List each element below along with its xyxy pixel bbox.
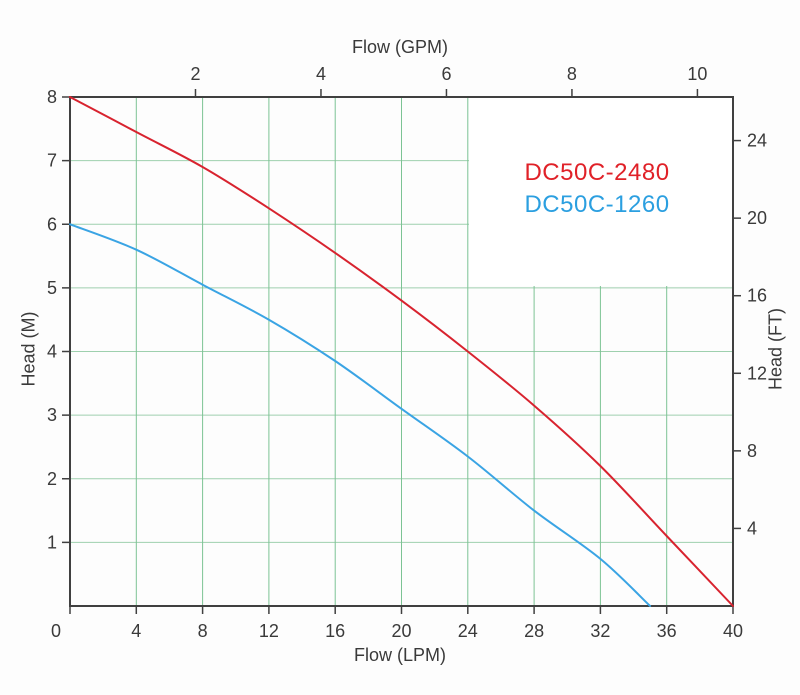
bottom-tick-label: 20: [391, 621, 411, 641]
left-tick-label: 6: [47, 214, 57, 234]
left-tick-label: 5: [47, 278, 57, 298]
right-tick-label: 4: [747, 518, 757, 538]
curve-dc50c-2480: [69, 96, 734, 607]
right-tick-label: 16: [747, 286, 767, 306]
left-tick-label: 2: [47, 469, 57, 489]
top-tick-label: 10: [687, 64, 707, 84]
bottom-tick-label: 24: [458, 621, 478, 641]
top-tick-label: 8: [567, 64, 577, 84]
legend-label-dc50c-2480: DC50C-2480: [524, 159, 670, 186]
plot-border: [69, 96, 734, 607]
bottom-tick-label: 8: [198, 621, 208, 641]
bottom-tick-label: 32: [590, 621, 610, 641]
bottom-tick-label: 4: [131, 621, 141, 641]
top-tick-label: 2: [190, 64, 200, 84]
bottom-tick-label: 36: [657, 621, 677, 641]
left-tick-label: 8: [47, 87, 57, 107]
bottom-tick-label: 40: [723, 621, 743, 641]
right-tick-label: 24: [747, 131, 767, 151]
left-tick-label: 4: [47, 342, 57, 362]
bottom-tick-label: 16: [325, 621, 345, 641]
bottom-tick-label: 28: [524, 621, 544, 641]
left-tick-label: 7: [47, 151, 57, 171]
right-tick-label: 12: [747, 363, 767, 383]
legend-label-dc50c-1260: DC50C-1260: [524, 191, 670, 218]
right-tick-label: 8: [747, 441, 757, 461]
top-tick-label: 6: [441, 64, 451, 84]
curve-dc50c-1260: [69, 223, 652, 607]
left-tick-label: 1: [47, 532, 57, 552]
bottom-tick-label: 12: [259, 621, 279, 641]
left-axis-title: Head (M): [18, 311, 39, 387]
bottom-axis-title: Flow (LPM): [353, 645, 446, 665]
top-axis-title: Flow (GPM): [352, 37, 448, 57]
bottom-tick-label: 0: [51, 621, 61, 641]
top-tick-label: 4: [316, 64, 326, 84]
right-tick-label: 20: [747, 208, 767, 228]
legend-box: [469, 98, 732, 286]
left-tick-label: 3: [47, 405, 57, 425]
right-axis-title: Head (FT): [765, 307, 786, 391]
